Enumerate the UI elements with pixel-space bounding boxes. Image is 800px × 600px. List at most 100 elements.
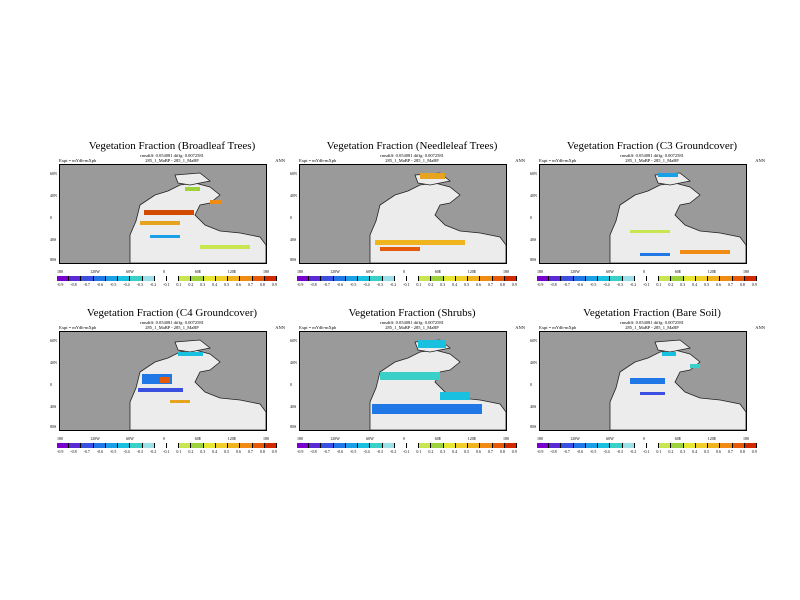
colorbar-swatch (191, 443, 204, 448)
panel-broadleaf-trees: Vegetation Fraction (Broadleaf Trees) rm… (50, 140, 287, 310)
colorbar-swatch (598, 443, 611, 448)
colorbar-swatch (443, 276, 456, 281)
colorbar-label: -0.9 (537, 449, 544, 454)
colorbar-swatch (492, 276, 505, 281)
lat-label: 40S (50, 404, 57, 409)
colorbar-label: 0.1 (176, 449, 182, 454)
veg-band (140, 221, 180, 225)
colorbar-label: -0.2 (629, 282, 637, 287)
map-frame: 60N 40N 0 40S 80S 180 120W 60W 0 60E 120… (290, 164, 509, 274)
colorbar-label: -0.5 (110, 282, 117, 287)
colorbar-swatch (228, 276, 241, 281)
colorbar-swatch (166, 276, 180, 281)
map-frame: 60N 40N 0 40S 80S 180 120W 60W 0 60E 120… (290, 331, 509, 441)
colorbar: -0.9 -0.8 -0.7 -0.6 -0.5 -0.4 -0.3 -0.2 -0.1 0.1 0… (537, 276, 757, 294)
colorbar-swatch (191, 276, 204, 281)
colorbar-label: 0.4 (692, 449, 698, 454)
veg-band (640, 253, 670, 256)
colorbar-labels: -0.9 -0.8 -0.7 -0.6 -0.5 -0.4 -0.3 -0.2 -0.1 0.1 0… (57, 449, 277, 454)
colorbar-label: 0.2 (188, 449, 194, 454)
lat-label: 40N (530, 193, 537, 198)
colorbar-label: 0.3 (200, 282, 206, 287)
colorbar-swatch (57, 276, 70, 281)
colorbar-swatch (468, 443, 481, 448)
colorbar-label: 0.6 (476, 282, 481, 287)
panel-title: Vegetation Fraction (Broadleaf Trees) (88, 140, 256, 152)
colorbar-label: 0.1 (656, 449, 662, 454)
colorbar-swatch (130, 443, 143, 448)
lat-label: 40N (50, 360, 57, 365)
lon-label: 60W (366, 436, 374, 441)
colorbar-label: 0.6 (236, 282, 241, 287)
colorbar-label: 0.2 (428, 282, 434, 287)
colorbar-label: -0.3 (616, 282, 623, 287)
lat-label: 60N (50, 338, 57, 343)
colorbar-label: -0.4 (603, 282, 610, 287)
colorbar-swatch (154, 443, 167, 448)
veg-band (662, 352, 676, 356)
colorbar: -0.9 -0.8 -0.7 -0.6 -0.5 -0.4 -0.3 -0.2 -0.1 0.1 0… (537, 443, 757, 461)
lat-label: 40N (530, 360, 537, 365)
colorbar: -0.9 -0.8 -0.7 -0.6 -0.5 -0.4 -0.3 -0.2 -0.1 0.1 0… (297, 443, 517, 461)
colorbar-label: 0.4 (212, 282, 218, 287)
colorbar-swatch (309, 276, 322, 281)
colorbar-label: -0.2 (389, 282, 397, 287)
colorbar-label: 0.3 (440, 449, 446, 454)
colorbar-label: 0.5 (224, 282, 230, 287)
colorbar-label: -0.4 (123, 282, 130, 287)
colorbar-label: -0.5 (590, 449, 597, 454)
colorbar-swatch (179, 443, 192, 448)
lat-label: 80S (290, 257, 297, 262)
veg-band (150, 235, 180, 238)
colorbar-swatch (240, 443, 253, 448)
panel-stats: rmsdiff: 0.054081 diffg: 0.0072581 (380, 153, 444, 158)
colorbar-label: 0.1 (656, 282, 662, 287)
colorbar-label: -0.6 (336, 449, 344, 454)
lat-label: 60N (50, 171, 57, 176)
colorbar-swatch (321, 276, 334, 281)
colorbar-swatches (297, 276, 517, 281)
lat-label: 40S (530, 404, 537, 409)
colorbar-labels: -0.9 -0.8 -0.7 -0.6 -0.5 -0.4 -0.3 -0.2 -0.1 0.1 0… (537, 449, 757, 454)
colorbar-label: 0.6 (476, 449, 481, 454)
colorbar-label: 0.8 (259, 449, 265, 454)
colorbar-swatch (537, 443, 550, 448)
lon-label: 120E (467, 269, 477, 274)
colorbar-swatch (504, 276, 517, 281)
colorbar-label: -0.1 (643, 282, 650, 287)
colorbar-label: 0.3 (680, 282, 686, 287)
lon-label: 180 (263, 436, 269, 441)
lon-label: 120W (330, 436, 340, 441)
colorbar-label: -0.2 (149, 449, 157, 454)
colorbar-label: -0.6 (576, 282, 584, 287)
colorbar-label: 0.4 (212, 449, 218, 454)
lon-label: 180 (297, 269, 303, 274)
veg-band (200, 245, 250, 249)
lon-label: 120W (90, 436, 100, 441)
veg-band (418, 340, 446, 348)
colorbar-swatch (455, 276, 469, 281)
veg-band (440, 392, 470, 400)
colorbar-swatch (240, 276, 253, 281)
panel-run: 285_1_MaBP - 285_1_MaBP (145, 325, 199, 330)
colorbar-swatch (504, 443, 517, 448)
colorbar-label: 0.3 (440, 282, 446, 287)
lat-label: 40N (290, 193, 297, 198)
panel-title: Vegetation Fraction (Shrubs) (348, 307, 476, 319)
colorbar-label: -0.3 (376, 449, 383, 454)
colorbar-label: 0.4 (692, 282, 698, 287)
colorbar-swatch (406, 443, 420, 448)
panel-season: ANN (515, 325, 525, 330)
map-needleleaf (300, 165, 507, 264)
colorbar-label: -0.9 (297, 282, 304, 287)
colorbar-swatch (683, 276, 696, 281)
colorbar-label: 0.9 (271, 282, 277, 287)
colorbar-swatch (419, 276, 432, 281)
map-frame: 60N 40N 0 40S 80S 180 120W 60W 0 60E 120… (50, 331, 269, 441)
colorbar-label: 0.7 (487, 449, 493, 454)
colorbar-label: 0.1 (176, 282, 182, 287)
panel-title: Vegetation Fraction (Bare Soil) (583, 307, 721, 319)
lat-label: 60N (530, 171, 537, 176)
colorbar-label: -0.3 (376, 282, 383, 287)
colorbar-labels: -0.9 -0.8 -0.7 -0.6 -0.5 -0.4 -0.3 -0.2 -0.1 0.1 0… (297, 449, 517, 454)
